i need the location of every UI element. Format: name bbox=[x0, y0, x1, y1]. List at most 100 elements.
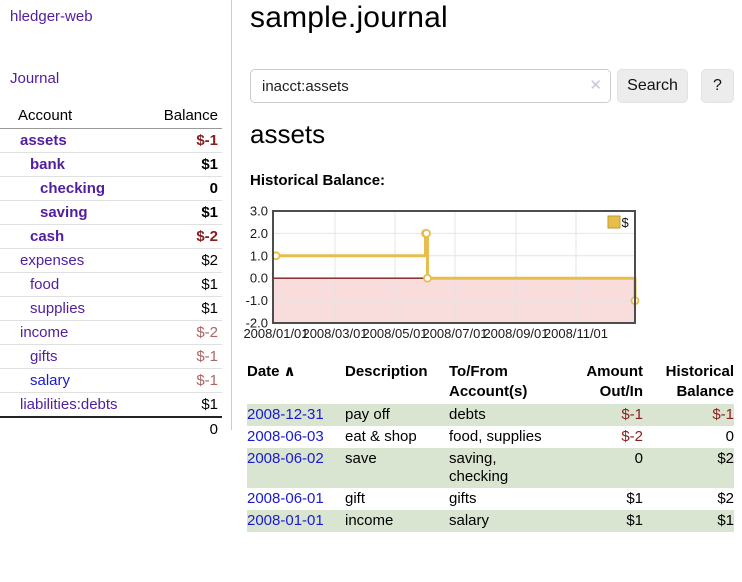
transaction-row: 2008-06-03 eat & shop food, supplies $-2 0 bbox=[247, 426, 734, 448]
account-row: saving $1 bbox=[0, 200, 222, 225]
transaction-accounts: salary bbox=[449, 512, 490, 529]
transactions-header-date[interactable]: Date ∧ bbox=[247, 363, 296, 380]
account-balance: $-1 bbox=[138, 344, 222, 369]
transactions-header-accounts[interactable]: To/From Account(s) bbox=[449, 363, 528, 400]
transaction-amount: $-1 bbox=[621, 406, 643, 423]
transaction-amount: $1 bbox=[626, 512, 643, 529]
account-section-title: assets bbox=[250, 119, 326, 149]
sidebar-account-food[interactable]: food bbox=[30, 276, 60, 293]
transaction-accounts: gifts bbox=[449, 490, 477, 507]
accounts-table-header: Account Balance bbox=[0, 104, 222, 129]
transaction-accounts: food, supplies bbox=[449, 428, 542, 445]
transaction-date-link[interactable]: 2008-12-31 bbox=[247, 406, 324, 423]
account-row: income $-2 bbox=[0, 320, 222, 345]
sidebar: hledger-web Journal Account Balance asse… bbox=[0, 0, 232, 441]
transaction-row: 2008-06-01 gift gifts $1 $2 bbox=[247, 488, 734, 510]
sidebar-account-expenses[interactable]: expenses bbox=[20, 252, 85, 269]
transaction-date-link[interactable]: 2008-06-01 bbox=[247, 490, 324, 507]
transactions-table: Date ∧ Description To/From Account(s) Amo… bbox=[247, 360, 734, 532]
x-axis-tick-label: 2008/09/01 bbox=[483, 326, 548, 341]
accounts-table: Account Balance assets $-1 bank $1 checking 0… bbox=[0, 104, 222, 441]
sidebar-account-saving[interactable]: saving bbox=[40, 204, 88, 221]
y-axis-tick-label: 1.0 bbox=[250, 248, 268, 263]
transactions-header-row: Date ∧ Description To/From Account(s) Amo… bbox=[247, 360, 734, 404]
account-balance: $-1 bbox=[138, 368, 222, 393]
historical-balance-label: Historical Balance: bbox=[250, 172, 386, 189]
transaction-amount: 0 bbox=[634, 450, 643, 467]
account-balance: 0 bbox=[138, 176, 222, 201]
transaction-balance: $-1 bbox=[712, 406, 734, 423]
chart-container: 3.0 2.0 1.0 0.0 -1.0 -2.0 2008/01/01 2008/03/01… bbox=[240, 195, 742, 345]
transaction-description: gift bbox=[345, 490, 366, 507]
sidebar-account-liabilities-debts[interactable]: liabilities:debts bbox=[20, 396, 118, 413]
account-balance: $-1 bbox=[138, 128, 222, 153]
x-axis-tick-label: 2008/03/01 bbox=[302, 326, 367, 341]
transaction-accounts: saving, checking bbox=[449, 450, 509, 485]
transaction-balance: $2 bbox=[717, 450, 734, 467]
transaction-amount: $1 bbox=[626, 490, 643, 507]
sidebar-account-salary[interactable]: salary bbox=[30, 372, 71, 389]
y-axis-tick-label: 2.0 bbox=[250, 226, 268, 241]
transaction-description: save bbox=[345, 450, 377, 467]
help-button[interactable]: ? bbox=[701, 69, 734, 103]
account-row: liabilities:debts $1 bbox=[0, 392, 222, 418]
account-row: bank $1 bbox=[0, 152, 222, 177]
accounts-table-body: assets $-1 bank $1 checking 0 saving $1 cash $-2 e… bbox=[0, 128, 222, 418]
transaction-balance: $1 bbox=[717, 512, 734, 529]
transaction-description: pay off bbox=[345, 406, 390, 423]
transaction-row: 2008-12-31 pay off debts $-1 $-1 bbox=[247, 404, 734, 426]
search-box: ✕ bbox=[250, 69, 611, 103]
transactions-table-body: 2008-12-31 pay off debts $-1 $-1 2008-06-03 ea… bbox=[247, 404, 734, 532]
sidebar-item-journal[interactable]: Journal bbox=[10, 70, 60, 87]
transaction-description: eat & shop bbox=[345, 428, 417, 445]
sidebar-account-gifts[interactable]: gifts bbox=[30, 348, 58, 365]
sidebar-account-checking[interactable]: checking bbox=[40, 180, 106, 197]
chart-border bbox=[272, 210, 636, 324]
account-row: gifts $-1 bbox=[0, 344, 222, 369]
transactions-header-description[interactable]: Description bbox=[345, 363, 428, 380]
account-balance: $1 bbox=[138, 296, 222, 321]
historical-balance-chart: 3.0 2.0 1.0 0.0 -1.0 -2.02008/01/012008/03/01… bbox=[243, 204, 640, 341]
account-row: expenses $2 bbox=[0, 248, 222, 273]
sidebar-account-income[interactable]: income bbox=[20, 324, 69, 341]
account-balance: $1 bbox=[138, 272, 222, 297]
sidebar-account-cash[interactable]: cash bbox=[30, 228, 65, 245]
account-row: supplies $1 bbox=[0, 296, 222, 321]
transactions-header-amount[interactable]: Amount Out/In bbox=[586, 363, 643, 400]
app-brand-link[interactable]: hledger-web bbox=[10, 8, 93, 25]
search-input[interactable] bbox=[250, 69, 611, 103]
transaction-date-link[interactable]: 2008-06-03 bbox=[247, 428, 324, 445]
accounts-header-balance: Balance bbox=[138, 104, 222, 129]
account-row: salary $-1 bbox=[0, 368, 222, 393]
x-axis-tick-label: 2008/11/01 bbox=[544, 326, 608, 341]
transaction-date-link[interactable]: 2008-06-02 bbox=[247, 450, 324, 467]
sidebar-account-assets[interactable]: assets bbox=[20, 132, 67, 149]
transaction-row: 2008-01-01 income salary $1 $1 bbox=[247, 510, 734, 532]
account-balance: $1 bbox=[138, 200, 222, 225]
clear-search-icon[interactable]: ✕ bbox=[589, 77, 602, 94]
x-axis-tick-label: 2008/01/01 bbox=[243, 326, 308, 341]
x-axis-tick-label: 2008/07/01 bbox=[422, 326, 487, 341]
search-button[interactable]: Search bbox=[617, 69, 688, 103]
data-point-marker bbox=[423, 273, 432, 283]
transaction-amount: $-2 bbox=[621, 428, 643, 445]
data-point-marker bbox=[422, 229, 431, 238]
search-bar: ✕ Search ? bbox=[250, 69, 734, 103]
account-row: cash $-2 bbox=[0, 224, 222, 249]
account-row: assets $-1 bbox=[0, 128, 222, 153]
account-balance: $-2 bbox=[138, 224, 222, 249]
legend-label: $ bbox=[622, 215, 630, 230]
accounts-total-row: 0 bbox=[0, 416, 222, 441]
y-axis-tick-label: -2.0 bbox=[246, 316, 268, 331]
transaction-date-link[interactable]: 2008-01-01 bbox=[247, 512, 324, 529]
sidebar-account-supplies[interactable]: supplies bbox=[30, 300, 86, 317]
sidebar-account-bank[interactable]: bank bbox=[30, 156, 66, 173]
transaction-balance: $2 bbox=[717, 490, 734, 507]
y-axis-tick-label: -1.0 bbox=[246, 293, 268, 308]
transactions-header-balance[interactable]: Historical Balance bbox=[665, 363, 734, 400]
account-row: food $1 bbox=[0, 272, 222, 297]
x-axis-tick-label: 2008/05/01 bbox=[362, 326, 427, 341]
transaction-balance: 0 bbox=[725, 428, 734, 445]
account-balance: $-2 bbox=[138, 320, 222, 345]
